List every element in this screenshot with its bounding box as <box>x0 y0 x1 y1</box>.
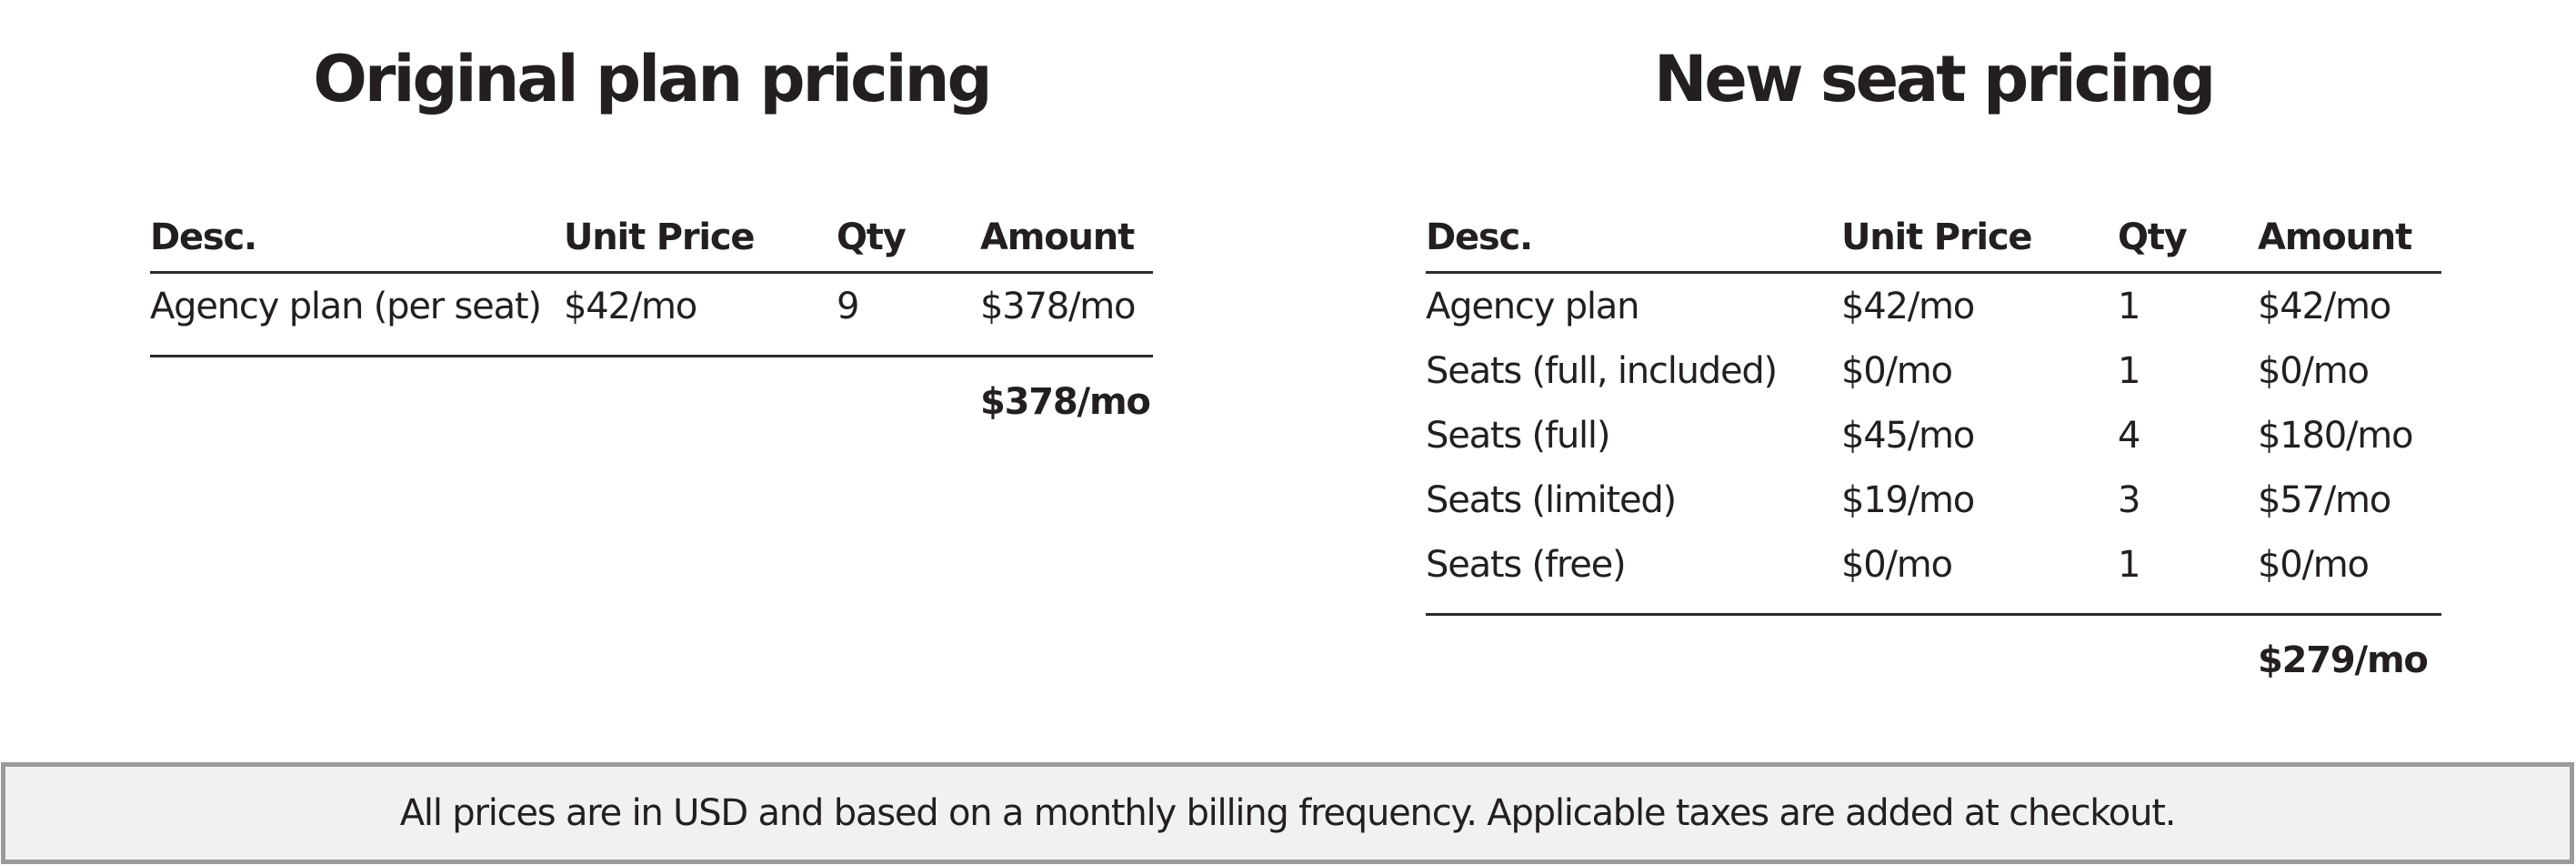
cell-unit-price: $19/mo <box>1841 478 1975 521</box>
cell-unit-price: $42/mo <box>1841 285 1975 327</box>
cell-unit-price: $0/mo <box>1841 349 1953 392</box>
cell-unit-price: $42/mo <box>564 285 697 327</box>
cell-desc: Seats (full) <box>1426 414 1610 457</box>
cell-desc: Seats (full, included) <box>1426 349 1778 392</box>
cell-unit-price: $0/mo <box>1841 543 1953 586</box>
cell-unit-price: $45/mo <box>1841 414 1975 457</box>
column-header-unit-price: Unit Price <box>1841 219 2118 274</box>
total-amount: $378/mo <box>980 381 1151 423</box>
column-header-amount: Amount <box>2258 219 2441 274</box>
column-header-desc: Desc. <box>1426 219 1841 274</box>
cell-qty: 3 <box>2118 478 2140 521</box>
footer-note-box: All prices are in USD and based on a mon… <box>1 762 2574 864</box>
cell-qty: 1 <box>2118 285 2140 327</box>
cell-qty: 1 <box>2118 349 2140 392</box>
column-header-unit-price: Unit Price <box>564 219 837 274</box>
pricing-grid: Desc. Unit Price Qty Amount Agency plan … <box>150 219 1153 357</box>
cell-desc: Agency plan (per seat) <box>150 285 542 327</box>
page-title: Original plan pricing <box>313 42 992 116</box>
cell-amount: $0/mo <box>2258 349 2370 392</box>
cell-amount: $57/mo <box>2258 478 2391 521</box>
total-row: $279/mo <box>1426 616 2441 681</box>
total-amount: $279/mo <box>2258 639 2429 681</box>
page-title: New seat pricing <box>1653 42 2216 116</box>
table-bottom-rule <box>1426 597 2441 616</box>
footer-note: All prices are in USD and based on a mon… <box>399 792 2177 834</box>
cell-qty: 1 <box>2118 543 2140 586</box>
cell-desc: Agency plan <box>1426 285 1639 327</box>
cell-desc: Seats (limited) <box>1426 478 1677 521</box>
column-header-desc: Desc. <box>150 219 564 274</box>
cell-desc: Seats (free) <box>1426 543 1627 586</box>
cell-qty: 9 <box>837 285 859 327</box>
pricing-grid: Desc. Unit Price Qty Amount Agency plan … <box>1426 219 2441 616</box>
column-header-amount: Amount <box>980 219 1153 274</box>
original-plan-pricing-table: Original plan pricing Desc. Unit Price Q… <box>150 47 1153 423</box>
column-header-qty: Qty <box>2118 219 2258 274</box>
cell-amount: $378/mo <box>980 285 1137 327</box>
cell-amount: $42/mo <box>2258 285 2391 327</box>
cell-amount: $0/mo <box>2258 543 2370 586</box>
total-row: $378/mo <box>150 357 1153 423</box>
new-seat-pricing-table: New seat pricing Desc. Unit Price Qty Am… <box>1426 47 2441 681</box>
table-bottom-rule <box>150 338 1153 357</box>
cell-qty: 4 <box>2118 414 2140 457</box>
column-header-qty: Qty <box>837 219 980 274</box>
cell-amount: $180/mo <box>2258 414 2414 457</box>
